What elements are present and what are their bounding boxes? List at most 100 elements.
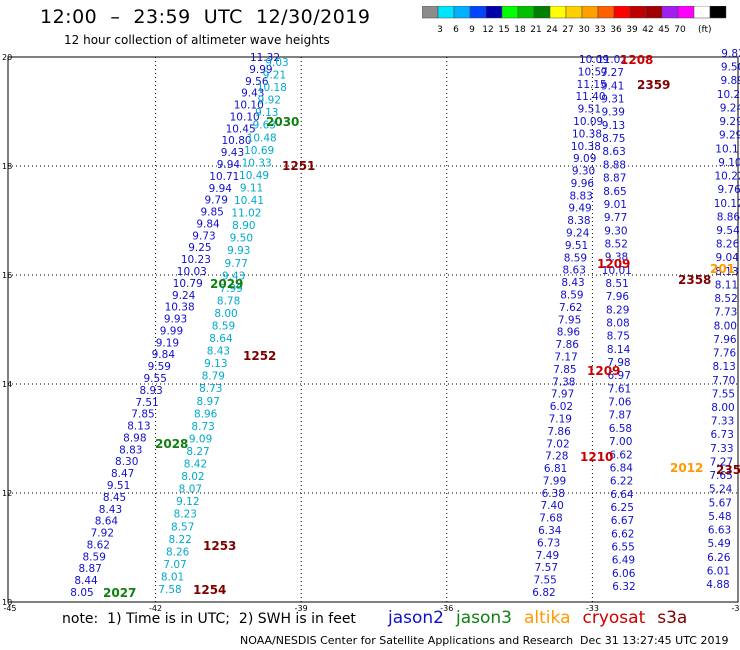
wave-height-label: 6.64: [610, 489, 634, 501]
wave-height-label: 8.07: [179, 484, 202, 496]
wave-height-label: 9.73: [192, 230, 215, 242]
legend-item: jason2: [388, 608, 444, 628]
wave-height-label: 9.51: [565, 240, 588, 252]
wave-height-label: 8.63: [602, 146, 625, 158]
scale-label: 15: [498, 25, 509, 34]
wave-height-label: 7.70: [712, 375, 735, 387]
time-label: 2027: [103, 586, 136, 600]
wave-height-label: 7.33: [710, 443, 733, 455]
timestamp: Dec 31 13:27:45 UTC 2019: [580, 634, 729, 647]
wave-height-label: 9.11: [240, 182, 263, 194]
wave-height-label: 6.22: [610, 476, 633, 488]
wave-height-label: 8.64: [95, 516, 119, 528]
wave-height-label: 6.26: [707, 552, 731, 564]
wave-height-label: 8.64: [209, 333, 233, 345]
wave-height-label: 10.38: [572, 128, 602, 140]
scale-label: 6: [453, 25, 459, 34]
wave-height-label: 5.67: [709, 497, 732, 509]
wave-height-label: 9.12: [176, 496, 199, 508]
wave-height-label: 9.24: [566, 228, 590, 240]
lat-tick-label: 12: [2, 489, 12, 498]
wave-height-label: 7.06: [608, 397, 632, 409]
wave-height-label: 10.18: [257, 82, 287, 94]
time-label: 2012: [670, 461, 703, 475]
wave-height-label: 8.44: [74, 575, 98, 587]
wave-height-label: 7.58: [158, 584, 181, 596]
wave-height-label: 9.56: [245, 76, 269, 88]
wave-height-label: 8.75: [602, 133, 625, 145]
scale-label: 3: [437, 25, 443, 34]
wave-height-label: 8.30: [115, 456, 138, 468]
wave-height-label: 8.63: [563, 265, 586, 277]
wave-height-label: 9.31: [601, 94, 624, 106]
wave-height-label: 9.82: [721, 48, 740, 60]
wave-height-label: 7.40: [540, 500, 563, 512]
wave-height-label: 9.93: [164, 314, 187, 326]
wave-height-label: 6.25: [611, 502, 634, 514]
wave-height-label: 9.09: [573, 153, 596, 165]
wave-height-label: 8.59: [564, 252, 587, 264]
wave-height-label: 8.96: [557, 327, 581, 339]
legend-item: s3a: [657, 608, 688, 628]
wave-height-label: 7.55: [712, 388, 735, 400]
wave-height-label: 8.00: [711, 402, 734, 414]
wave-height-label: 9.24: [720, 102, 740, 114]
time-label: 1208: [620, 53, 653, 67]
wave-height-label: 10.03: [177, 266, 207, 278]
wave-height-label: 6.38: [542, 488, 565, 500]
wave-height-label: 6.67: [611, 515, 634, 527]
wave-height-label: 8.26: [716, 239, 740, 251]
wave-height-label: 6.73: [537, 537, 560, 549]
wave-height-label: 6.73: [711, 429, 734, 441]
wave-height-label: 9.93: [227, 245, 250, 257]
scale-label: 42: [642, 25, 653, 34]
wave-height-label: 10.38: [165, 302, 195, 314]
wave-height-label: 9.04: [716, 252, 740, 264]
wave-height-label: 9.30: [604, 225, 627, 237]
legend-item: cryosat: [582, 608, 646, 628]
wave-height-label: 7.62: [559, 302, 582, 314]
wave-height-label: 9.96: [571, 178, 595, 190]
wave-height-label: 9.29: [719, 130, 740, 142]
wave-height-label: 6.32: [612, 581, 635, 593]
wave-height-label: 8.13: [715, 266, 738, 278]
scale-label: 21: [530, 25, 541, 34]
track-group: 9.829.509.8910.219.249.299.2910.119.1010…: [706, 48, 740, 591]
wave-height-label: 7.92: [91, 528, 114, 540]
wave-height-label: 9.94: [217, 159, 241, 171]
lon-tick-label: -42: [149, 604, 162, 613]
wave-height-label: 8.11: [715, 279, 738, 291]
wave-height-label: 7.07: [163, 559, 186, 571]
scale-label: 12: [482, 25, 493, 34]
wave-height-label: 8.05: [70, 587, 93, 599]
wave-height-label: 10.80: [222, 135, 252, 147]
wave-height-label: 7.19: [549, 413, 572, 425]
time-label: 1251: [282, 159, 315, 173]
wave-height-label: 11.32: [250, 52, 280, 64]
wave-height-label: 9.76: [717, 184, 740, 196]
legend-item: altika: [524, 608, 571, 628]
track-group: 11.329.999.569.4310.1010.1010.4510.809.4…: [70, 52, 280, 599]
time-label: 2359: [637, 78, 670, 92]
wave-height-label: 9.89: [721, 75, 740, 87]
wave-height-label: 9.27: [601, 67, 624, 79]
wave-height-label: 8.73: [191, 421, 214, 433]
track-group: 10.0910.5711.1511.409.5110.0910.3810.389…: [532, 54, 609, 599]
grid: [7, 56, 739, 603]
wave-height-label: 8.14: [607, 344, 631, 356]
wave-height-label: 6.81: [544, 463, 567, 475]
wave-height-label: 9.43: [221, 147, 244, 159]
lat-tick-label: 16: [2, 271, 12, 280]
wave-height-label: 8.43: [561, 277, 584, 289]
scale-label: 39: [626, 25, 638, 34]
wave-height-label: 8.79: [202, 371, 225, 383]
wave-height-label: 7.51: [135, 397, 158, 409]
wave-height-label: 9.79: [205, 195, 228, 207]
wave-height-label: 9.99: [160, 325, 183, 337]
wave-height-label: 7.96: [606, 291, 630, 303]
wave-height-label: 10.45: [226, 123, 256, 135]
wave-height-label: 8.86: [717, 211, 740, 223]
wave-height-label: 7.28: [545, 451, 568, 463]
time-label: 1254: [193, 583, 226, 597]
